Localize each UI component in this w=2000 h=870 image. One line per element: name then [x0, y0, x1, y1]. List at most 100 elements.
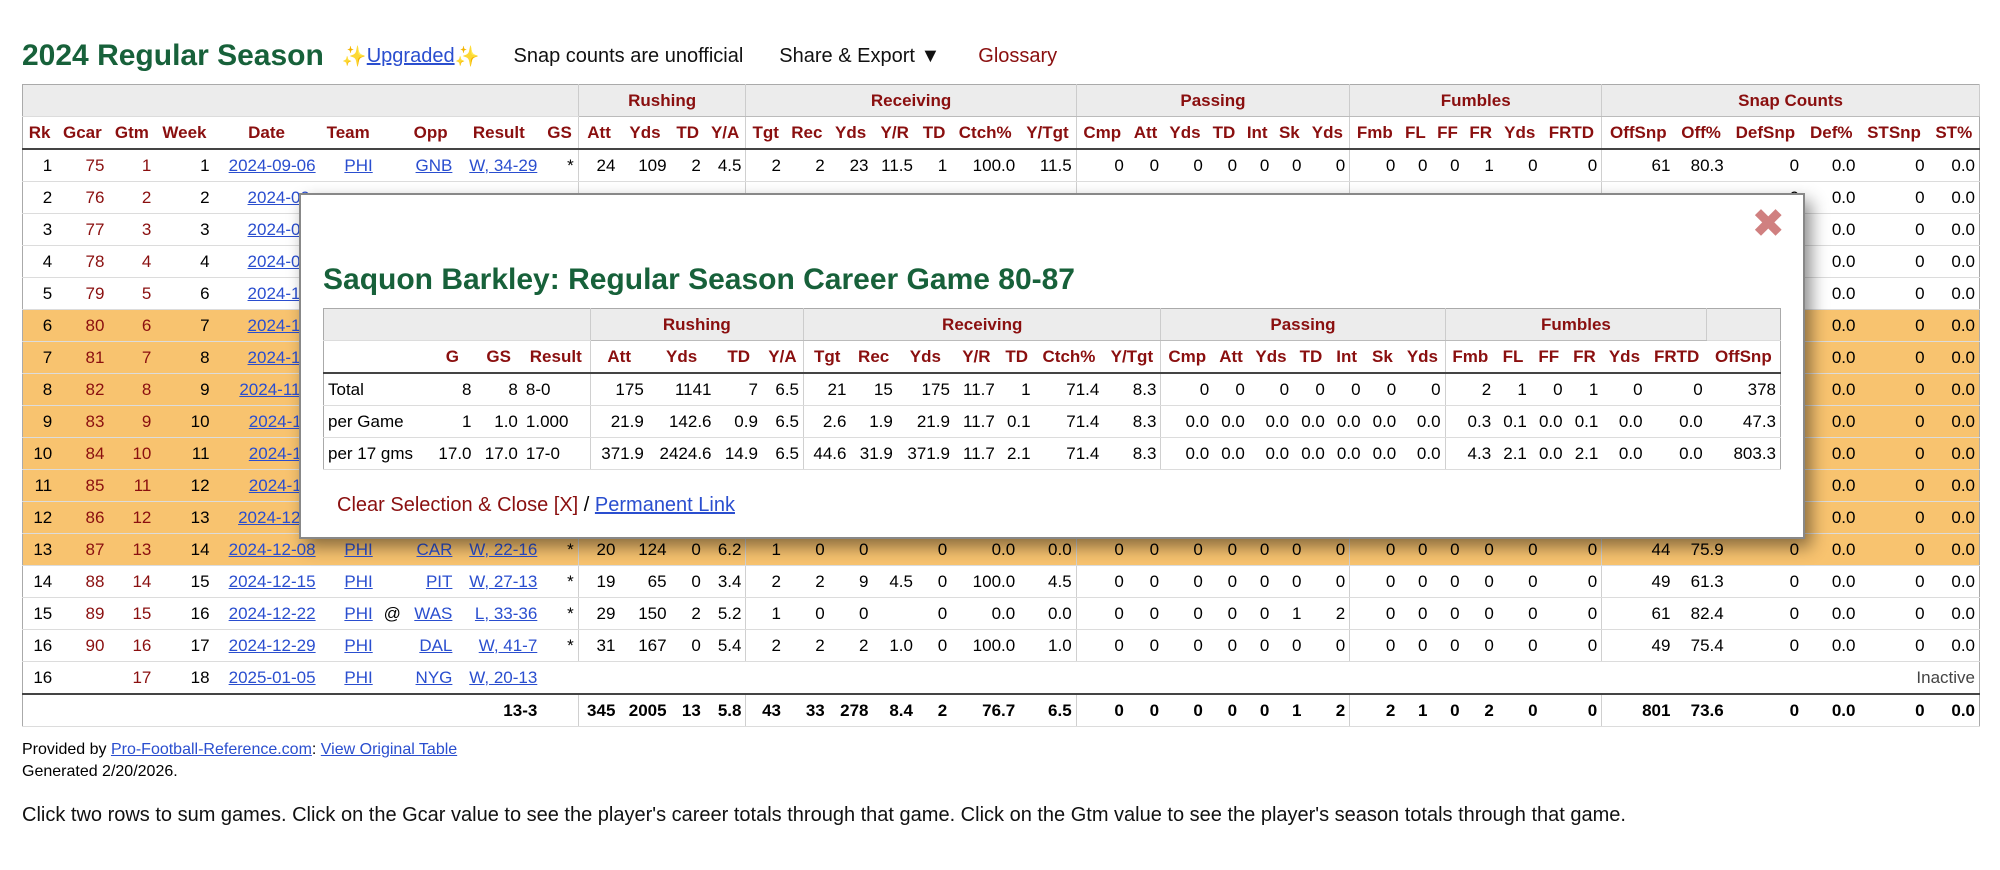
table-cell[interactable]: 11 — [108, 469, 156, 502]
table-cell[interactable]: 84 — [56, 437, 109, 470]
share-export-menu[interactable]: Share & Export ▼ — [779, 44, 941, 67]
summary-cell: 4.3 — [1444, 437, 1496, 470]
table-row[interactable]: 16 90 16 17 2024-12-29 PHI DAL W, 41-7 * 31 167 0 5.… — [22, 629, 1980, 662]
table-cell[interactable]: 2 — [108, 181, 156, 214]
column-header: Result — [456, 116, 542, 150]
table-row[interactable]: 13 87 13 14 2024-12-08 PHI CAR W, 22-16 * 20 124 0 6… — [22, 533, 1980, 566]
table-cell[interactable]: 87 — [56, 533, 109, 566]
table-cell[interactable]: 90 — [56, 629, 109, 662]
table-cell[interactable]: 88 — [56, 565, 109, 598]
table-cell[interactable]: NYG — [404, 661, 457, 695]
pfr-link[interactable]: Pro-Football-Reference.com — [110, 741, 312, 758]
table-cell[interactable]: 1 — [108, 149, 156, 182]
table-cell[interactable]: PHI — [319, 149, 377, 182]
table-cell[interactable]: 2024-09-06 — [213, 149, 320, 182]
summary-column-header: Y/R — [953, 340, 999, 374]
table-cell: 16 — [155, 597, 214, 630]
clear-selection-close-link[interactable]: Clear Selection & Close [X] — [337, 494, 579, 516]
sparkle-icon: ✨ — [341, 45, 367, 68]
table-cell[interactable]: 16 — [108, 629, 156, 662]
table-cell[interactable]: L, 33-36 — [456, 597, 542, 630]
table-cell: 0.0 — [1928, 437, 1980, 470]
table-cell: 0 — [1399, 597, 1432, 630]
table-cell[interactable]: PHI — [319, 565, 377, 598]
table-cell[interactable]: 75 — [56, 149, 109, 182]
totals-cell: 0 — [1075, 693, 1128, 727]
upgraded-link[interactable]: Upgraded — [366, 44, 455, 67]
table-cell: 15 — [22, 597, 57, 630]
table-cell: 0 — [1497, 565, 1542, 598]
summary-cell: 142.6 — [647, 405, 716, 438]
table-cell: 0 — [1859, 597, 1929, 630]
summary-column-header: TD — [715, 340, 762, 374]
table-cell[interactable]: W, 41-7 — [456, 629, 542, 662]
summary-column-header: Att — [1213, 340, 1249, 374]
summary-cell: 0.9 — [715, 405, 762, 438]
table-cell[interactable]: 6 — [108, 309, 156, 342]
close-icon[interactable]: ✖ — [1751, 202, 1785, 246]
table-cell[interactable]: 14 — [108, 565, 156, 598]
table-row[interactable]: 14 88 14 15 2024-12-15 PHI PIT W, 27-13 * 19 65 0 3.… — [22, 565, 1980, 598]
column-header: GS — [541, 116, 579, 150]
table-cell[interactable]: W, 20-13 — [456, 661, 542, 695]
table-cell[interactable]: 5 — [108, 277, 156, 310]
table-cell[interactable]: PHI — [319, 661, 377, 695]
table-cell[interactable]: 9 — [108, 405, 156, 438]
table-cell[interactable]: 77 — [56, 213, 109, 246]
table-row[interactable]: 15 89 15 16 2024-12-22 PHI @ WAS L, 33-36 * 29 150 2… — [22, 597, 1980, 630]
table-cell: 11.5 — [872, 149, 917, 182]
table-cell[interactable]: WAS — [404, 597, 457, 630]
table-cell[interactable]: 89 — [56, 597, 109, 630]
table-cell[interactable]: 7 — [108, 341, 156, 374]
table-cell[interactable]: 2025-01-05 — [213, 661, 320, 695]
summary-cell: 0.0 — [1328, 405, 1365, 438]
view-original-table-link[interactable]: View Original Table — [320, 741, 458, 758]
table-cell[interactable]: 82 — [56, 373, 109, 406]
table-cell[interactable]: 81 — [56, 341, 109, 374]
table-cell: 11 — [22, 469, 57, 502]
table-cell[interactable]: 3 — [108, 213, 156, 246]
table-cell[interactable]: W, 34-29 — [456, 149, 542, 182]
table-cell[interactable]: 80 — [56, 309, 109, 342]
table-cell: 0.0 — [1019, 597, 1077, 630]
table-cell[interactable]: 15 — [108, 597, 156, 630]
totals-cell: 6.5 — [1019, 693, 1077, 727]
table-cell[interactable]: 85 — [56, 469, 109, 502]
table-cell[interactable]: 86 — [56, 501, 109, 534]
table-cell: 14 — [22, 565, 57, 598]
table-cell[interactable]: 79 — [56, 277, 109, 310]
table-cell[interactable]: 2024-12-22 — [213, 597, 320, 630]
table-cell[interactable] — [56, 661, 109, 695]
table-cell: 0 — [1349, 597, 1400, 630]
glossary-link[interactable]: Glossary — [978, 44, 1058, 67]
table-cell[interactable]: W, 27-13 — [456, 565, 542, 598]
table-cell[interactable]: 13 — [108, 533, 156, 566]
table-cell[interactable]: 2024-12-29 — [213, 629, 320, 662]
table-cell[interactable]: GNB — [404, 149, 457, 182]
table-cell: 0.0 — [1928, 405, 1980, 438]
permanent-link[interactable]: Permanent Link — [594, 494, 735, 516]
table-cell[interactable]: PHI — [319, 597, 377, 630]
table-cell[interactable]: 78 — [56, 245, 109, 278]
summary-cell: 0 — [1213, 373, 1249, 406]
table-cell[interactable]: 17 — [108, 661, 156, 695]
table-cell[interactable]: 2024-10- — [213, 277, 320, 310]
table-cell[interactable]: DAL — [404, 629, 457, 662]
table-row[interactable]: 1 75 1 1 2024-09-06 PHI GNB W, 34-29 * 24 109 2 4.5 2… — [22, 149, 1980, 182]
table-cell[interactable]: 76 — [56, 181, 109, 214]
table-cell[interactable]: 12 — [108, 501, 156, 534]
table-cell: 61 — [1601, 149, 1675, 182]
column-header: DefSnp — [1727, 116, 1804, 150]
inactive-row[interactable]: 16 17 18 2025-01-05 PHI NYG W, 20-13 Inactive — [22, 661, 1980, 695]
table-cell: 0 — [1399, 629, 1432, 662]
table-cell[interactable]: 2024-12-08 — [213, 533, 320, 566]
table-cell[interactable]: 2024-12-15 — [213, 565, 320, 598]
table-cell[interactable]: PHI — [319, 629, 377, 662]
table-cell[interactable]: 10 — [108, 437, 156, 470]
table-cell[interactable]: 4 — [108, 245, 156, 278]
table-cell: 14 — [155, 533, 214, 566]
table-cell[interactable]: PIT — [404, 565, 457, 598]
table-cell[interactable]: 8 — [108, 373, 156, 406]
snap-counts-note: Snap counts are unofficial — [513, 44, 744, 67]
table-cell[interactable]: 83 — [56, 405, 109, 438]
